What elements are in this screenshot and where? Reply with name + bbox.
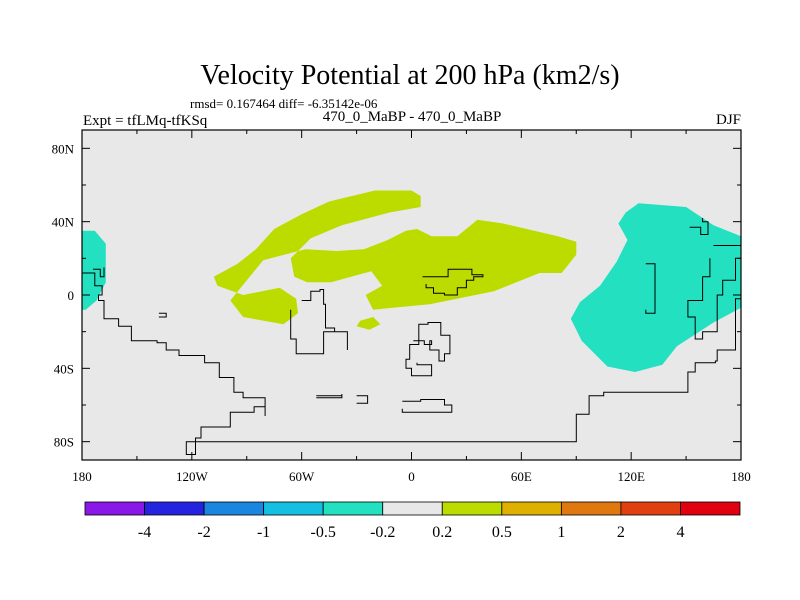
- colorbar-swatch: [144, 501, 205, 516]
- coastline-segment: [290, 289, 348, 355]
- colorbar-label: 4: [676, 524, 684, 541]
- coastline-segment: [405, 322, 451, 377]
- experiment-label: Expt = tfLMq-tfKSq: [83, 113, 208, 129]
- colorbar-swatch: [263, 501, 324, 516]
- x-tick-label: 60W: [289, 469, 315, 484]
- coastline-segment: [689, 218, 709, 235]
- coastline-segment: [82, 272, 741, 455]
- coastline-segment: [422, 268, 484, 296]
- x-tick-label: 60E: [511, 469, 532, 484]
- y-tick-label: 0: [68, 288, 75, 303]
- colorbar-swatch: [620, 501, 681, 516]
- colorbar-swatch: [203, 501, 265, 516]
- coastline-segment: [645, 263, 656, 314]
- x-tick-label: 180: [731, 469, 751, 484]
- coastline-segment: [158, 312, 167, 318]
- coastlines: [82, 218, 741, 455]
- positive-small-blob: [356, 317, 381, 330]
- coastline-segment: [356, 395, 369, 404]
- y-tick-label: 40N: [52, 215, 75, 230]
- colorbar-label: -2: [197, 524, 210, 541]
- colorbar-swatch: [84, 501, 145, 516]
- coastline-segment: [401, 399, 453, 413]
- x-tick-label: 120E: [617, 469, 645, 484]
- y-tick-label: 80N: [52, 141, 75, 156]
- x-tick-label: 120W: [176, 469, 209, 484]
- colorbar-swatch: [322, 501, 384, 516]
- colorbar-swatch: [441, 501, 503, 516]
- y-tick-label: 80S: [54, 435, 74, 450]
- stats-line: rmsd= 0.167464 diff= -6.35142e-06: [190, 96, 378, 111]
- colorbar-swatch: [501, 501, 562, 516]
- coastline-segment: [93, 267, 105, 278]
- colorbar-swatch: [680, 501, 741, 516]
- colorbar-label: -1: [257, 524, 270, 541]
- contour-fill-regions: [82, 190, 741, 372]
- map-panel: 180 120W 60W 0 60E 120E 180 80N 40N 0 40S 80S: [52, 129, 751, 484]
- colorbar-swatch: [560, 501, 622, 516]
- season-label: DJF: [716, 112, 741, 128]
- negative-east-region: [570, 203, 741, 372]
- comparison-label: 470_0_MaBP - 470_0_MaBP: [323, 109, 502, 125]
- colorbar-label: -0.2: [370, 524, 395, 541]
- colorbar-label: 2: [617, 524, 625, 541]
- map-axes: 180 120W 60W 0 60E 120E 180 80N 40N 0 40S 80S: [52, 130, 751, 484]
- colorbar-label: 0.2: [432, 524, 452, 541]
- colorbar: -4 -2 -1 -0.5 -0.2 0.2 0.5 1 2 4: [84, 501, 741, 541]
- x-tick-label: 180: [72, 469, 92, 484]
- x-tick-label: 0: [408, 469, 415, 484]
- colorbar-label: 0.5: [492, 524, 512, 541]
- chart-title: Velocity Potential at 200 hPa (km2/s): [200, 60, 619, 91]
- colorbar-label: -0.5: [311, 524, 336, 541]
- colorbar-label: -4: [138, 524, 151, 541]
- colorbar-swatch: [382, 501, 443, 516]
- y-tick-label: 40S: [54, 361, 74, 376]
- positive-0.2-0.5-region: [213, 190, 577, 325]
- coastline-segment: [316, 394, 343, 399]
- negative-west-edge-region: [82, 230, 106, 310]
- colorbar-label: 1: [557, 524, 565, 541]
